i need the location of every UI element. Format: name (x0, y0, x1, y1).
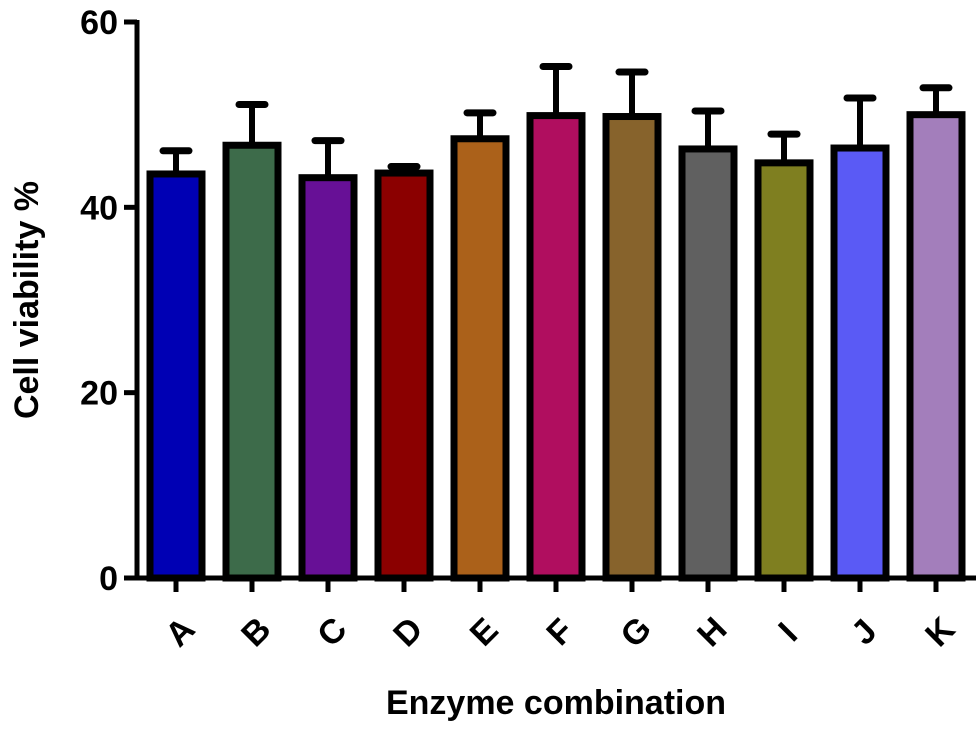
x-axis-label: Enzyme combination (386, 684, 726, 722)
bar-rect (830, 144, 890, 582)
bar-D (374, 163, 434, 582)
bar-rect (146, 170, 206, 582)
x-tick-label: F (539, 611, 581, 653)
bars-group (146, 62, 966, 582)
bar-rect (526, 112, 586, 582)
y-tick-label: 20 (80, 375, 118, 413)
bar-J (830, 94, 890, 582)
x-tick-label: H (690, 610, 734, 654)
bar-rect (602, 113, 662, 582)
x-tick-label: D (386, 610, 430, 654)
bar-H (678, 107, 738, 582)
bar-rect (906, 111, 966, 582)
bar-rect (298, 174, 358, 582)
bar-rect (678, 145, 738, 582)
bar-E (450, 109, 510, 582)
x-tick-label: A (158, 610, 202, 654)
x-tick-label: G (613, 609, 659, 655)
bar-rect (754, 159, 814, 582)
bar-G (602, 68, 662, 582)
y-tick-label: 0 (99, 560, 118, 598)
y-ticks: 0 20 40 60 (80, 4, 137, 598)
bar-C (298, 137, 358, 582)
bar-rect (450, 135, 510, 582)
bar-F (526, 62, 586, 582)
bar-rect (374, 169, 434, 582)
bar-rect (222, 141, 282, 582)
x-tick-label: C (310, 610, 354, 654)
x-tick-label: K (918, 610, 963, 655)
bar-K (906, 84, 966, 582)
x-tick-label: I (771, 615, 805, 649)
x-tick-label: B (234, 610, 278, 654)
bar-I (754, 130, 814, 582)
y-tick-label: 60 (80, 4, 118, 42)
x-tick-label: E (463, 611, 506, 654)
bar-A (146, 147, 206, 582)
y-axis-label: Cell viability % (8, 181, 46, 419)
x-tick-label: J (844, 612, 884, 652)
y-tick-label: 40 (80, 189, 118, 227)
bar-B (222, 100, 282, 582)
